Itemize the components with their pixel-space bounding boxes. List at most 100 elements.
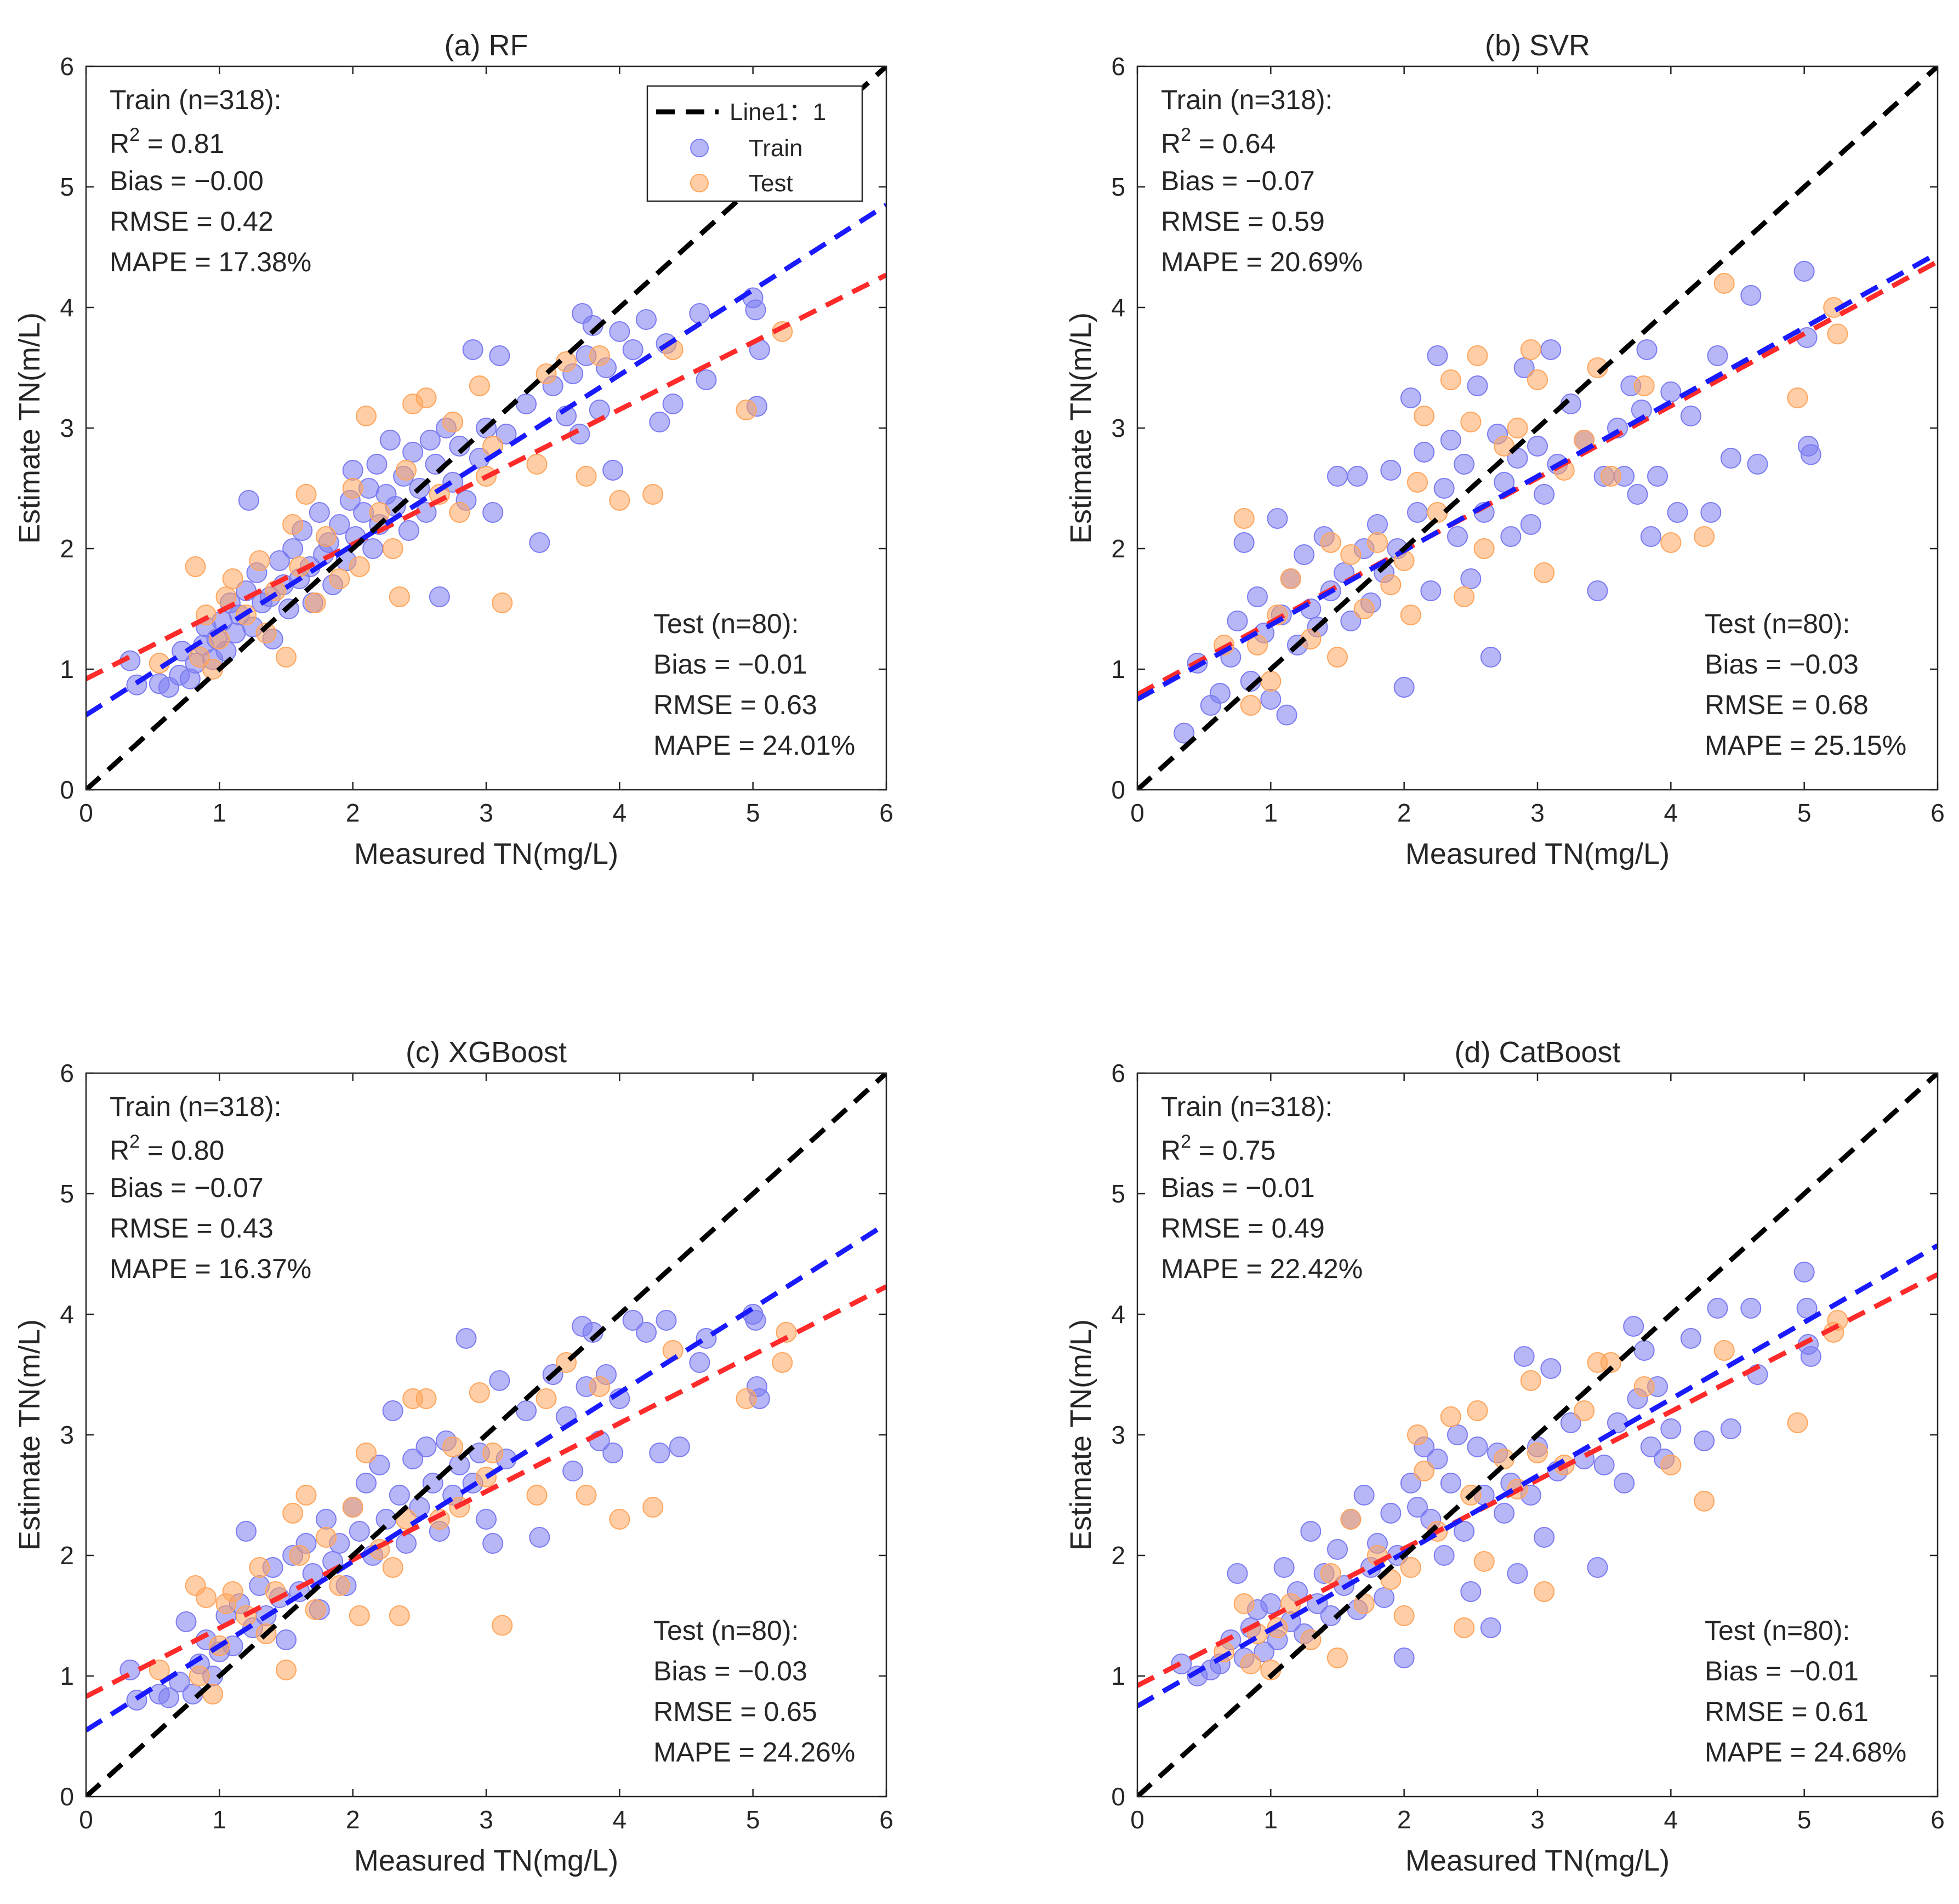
test-stats-header: Test (n=80):	[653, 1615, 799, 1646]
test-point	[482, 1443, 504, 1463]
train-point	[1747, 454, 1768, 475]
test-point	[189, 1666, 210, 1686]
test-point	[1460, 412, 1482, 432]
y-tick-label: 4	[60, 1300, 74, 1329]
test-point	[642, 1497, 664, 1518]
train-point	[1433, 1545, 1455, 1566]
train-point	[1276, 704, 1297, 726]
train-rmse: RMSE = 0.49	[1161, 1213, 1325, 1244]
x-tick-label: 1	[1264, 799, 1278, 827]
test-point	[1240, 1654, 1261, 1674]
train-point	[1587, 1557, 1608, 1578]
train-point	[402, 1449, 424, 1469]
train-point	[1627, 484, 1648, 505]
train-point	[1367, 514, 1388, 535]
train-point	[349, 1521, 370, 1542]
y-tick-label: 6	[1111, 1059, 1125, 1087]
test-point	[1694, 526, 1715, 547]
plot-area	[86, 66, 886, 790]
test-point	[736, 400, 757, 420]
train-point	[489, 1370, 510, 1391]
test-point	[526, 454, 548, 475]
train-point	[462, 339, 483, 360]
test-point	[1574, 1400, 1595, 1421]
test-point	[276, 647, 297, 668]
train-point	[669, 1436, 690, 1457]
train-point	[1660, 1418, 1682, 1439]
panel-d: 0 1 2 3 4 5 6 0 1 2 3 4 5 6 (d) CatBoost Measured TN(mg…	[1064, 1036, 1945, 1877]
train-point	[1347, 466, 1368, 487]
train-point	[175, 1611, 197, 1632]
train-point	[1407, 1497, 1428, 1518]
y-tick-label: 0	[1111, 776, 1125, 804]
train-point	[1427, 345, 1448, 366]
train-point	[1467, 1436, 1488, 1457]
train-point	[1407, 502, 1428, 523]
test-point	[249, 550, 270, 571]
test-point	[1240, 695, 1261, 716]
test-fit-line	[86, 1284, 886, 1699]
train-point	[1380, 1503, 1402, 1524]
train-point	[1460, 568, 1482, 589]
train-point	[649, 412, 670, 432]
train-point	[1680, 1328, 1701, 1349]
train-point	[382, 1400, 403, 1421]
train-point	[1534, 1527, 1555, 1548]
train-point	[1527, 436, 1548, 457]
y-tick-label: 3	[60, 414, 74, 442]
x-axis-label: Measured TN(mg/L)	[1405, 837, 1670, 870]
test-point	[1400, 1557, 1421, 1578]
x-tick-label: 2	[346, 799, 360, 827]
test-fit-line	[1137, 1272, 1938, 1688]
train-point	[1500, 526, 1522, 547]
train-point	[415, 1436, 437, 1457]
series-train	[119, 287, 770, 698]
test-point	[1407, 472, 1428, 493]
test-point	[442, 412, 464, 432]
train-point	[276, 1629, 297, 1650]
train-point	[375, 1509, 397, 1530]
y-tick-label: 1	[60, 655, 74, 683]
train-point	[1433, 478, 1455, 499]
train-point	[425, 454, 446, 475]
test-point	[342, 1497, 363, 1518]
test-point	[305, 1599, 326, 1620]
y-tick-label: 2	[1111, 534, 1125, 563]
train-bias: Bias = −0.07	[110, 1172, 264, 1203]
train-fit-line	[86, 1222, 886, 1732]
train-point	[389, 1485, 410, 1506]
test-point	[1660, 532, 1682, 553]
train-point	[1647, 466, 1668, 487]
test-point	[536, 1388, 557, 1409]
train-point	[622, 1310, 643, 1331]
train-point	[1233, 532, 1255, 553]
train-point	[1607, 1412, 1628, 1433]
test-point	[149, 1660, 170, 1680]
x-tick-label: 6	[879, 1805, 893, 1834]
train-point	[369, 1455, 390, 1475]
test-point	[609, 490, 630, 511]
train-point	[1707, 345, 1728, 366]
train-point	[1494, 1503, 1515, 1524]
train-point	[1260, 689, 1282, 710]
train-point	[1587, 580, 1608, 601]
test-point	[1320, 1563, 1341, 1584]
test-point	[382, 538, 403, 559]
y-tick-label: 1	[60, 1662, 74, 1690]
y-tick-label: 5	[1111, 1179, 1125, 1208]
test-point	[1340, 1509, 1362, 1530]
train-point	[602, 460, 624, 481]
test-point	[1467, 345, 1488, 366]
train-mape: MAPE = 22.42%	[1161, 1253, 1363, 1284]
test-point	[1280, 568, 1301, 589]
test-point	[282, 1503, 304, 1524]
train-fit-line	[1137, 251, 1938, 702]
test-point	[492, 592, 513, 613]
train-point	[589, 400, 610, 420]
test-mape: MAPE = 25.15%	[1705, 730, 1906, 761]
train-mape: MAPE = 17.38%	[110, 247, 311, 277]
train-point	[362, 538, 384, 559]
train-point	[649, 1443, 670, 1463]
test-point	[772, 1352, 793, 1373]
